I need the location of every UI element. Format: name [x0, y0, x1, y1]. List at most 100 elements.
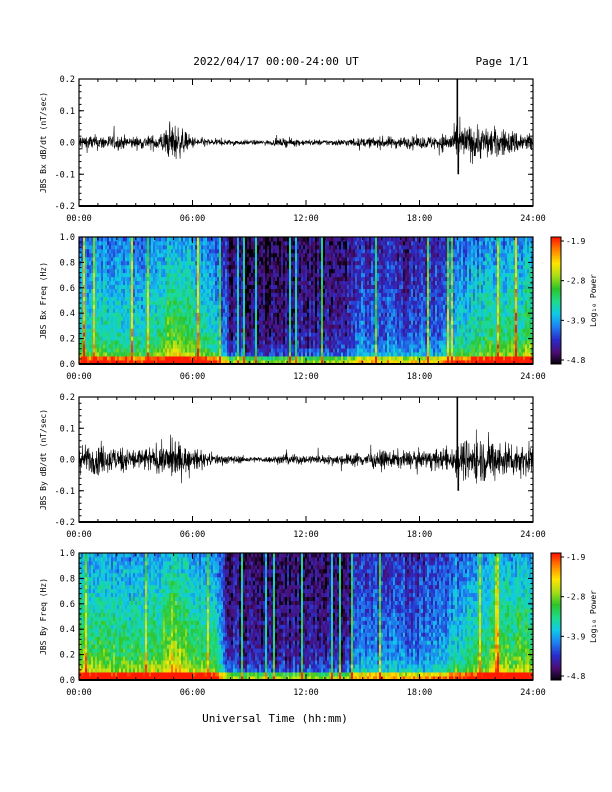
spectrogram-cell	[107, 284, 110, 289]
spectrogram-cell	[83, 292, 86, 297]
spectrogram-cell	[123, 308, 126, 313]
spectrogram-cell	[115, 256, 118, 262]
spectrogram-cell	[87, 260, 90, 266]
spectrogram-cell	[105, 296, 108, 301]
spectrogram-cell	[83, 360, 86, 365]
spectrogram-cell	[91, 260, 94, 266]
spectrogram-cell	[89, 240, 92, 246]
spectrogram-cell	[141, 308, 144, 313]
spectrogram-cell	[115, 264, 118, 270]
spectrogram-cell	[107, 336, 110, 341]
spectrogram-cell	[115, 332, 118, 337]
spectrogram-cell	[119, 348, 122, 353]
spectrogram-cell	[103, 348, 106, 353]
spectrogram-cell	[93, 264, 96, 270]
spectrogram-cell	[85, 352, 88, 357]
spectrogram-cell	[139, 348, 142, 353]
spectrogram-cell	[83, 248, 86, 254]
spectrogram-cell	[85, 248, 88, 254]
spectrogram-cell	[129, 344, 132, 349]
spectrogram-cell	[99, 316, 102, 321]
spectrogram-cell	[85, 336, 88, 341]
spectrogram-cell	[97, 312, 100, 317]
spectrogram-cell	[115, 348, 118, 353]
spectrogram-cell	[119, 268, 122, 274]
spectrogram-cell	[89, 268, 92, 274]
spectrogram-cell	[127, 260, 130, 266]
spectrogram-cell	[97, 264, 100, 270]
spectrogram-cell	[117, 304, 120, 309]
spectrogram-cell	[127, 312, 130, 317]
spectrogram-cell	[117, 280, 120, 286]
spectrogram-cell	[135, 288, 138, 293]
spectrogram-cell	[123, 272, 126, 278]
spectrogram-cell	[111, 360, 114, 365]
spectrogram-cell	[141, 264, 144, 270]
spectrogram-cell	[109, 324, 112, 329]
spectrogram-cell	[105, 248, 108, 254]
spectrogram-cell	[109, 304, 112, 309]
spectrogram-cell	[127, 300, 130, 305]
spectrogram-cell	[97, 308, 100, 313]
spectrogram-cell	[111, 288, 114, 293]
spectrogram-cell	[127, 248, 130, 254]
spectrogram-cell	[139, 272, 142, 278]
spectrogram-cell	[133, 356, 136, 361]
spectrogram-cell	[135, 344, 138, 349]
spectrogram-cell	[83, 280, 86, 286]
spectrogram-cell	[89, 316, 92, 321]
spectrogram-cell	[139, 360, 142, 365]
spectrogram-cell	[131, 268, 134, 274]
spectrogram-cell	[133, 272, 136, 278]
spectrogram-cell	[109, 308, 112, 313]
spectrogram-cell	[99, 260, 102, 266]
spectrogram-cell	[121, 244, 124, 250]
spectrogram-cell	[81, 276, 84, 282]
spectrogram-cell	[137, 360, 140, 365]
spectrogram-cell	[79, 288, 82, 293]
spectrogram-cell	[105, 352, 108, 357]
spectrogram-cell	[103, 316, 106, 321]
spectrogram-cell	[131, 304, 134, 309]
spectrogram-cell	[113, 348, 116, 353]
spectrogram-cell	[105, 264, 108, 270]
spectrogram-cell	[127, 272, 130, 278]
spectrogram-cell	[111, 300, 114, 305]
spectrogram-cell	[81, 316, 84, 321]
spectrogram-cell	[89, 300, 92, 305]
spectrogram-cell	[93, 240, 96, 246]
spectrogram-cell	[133, 280, 136, 286]
spectrogram-cell	[121, 332, 124, 337]
spectrogram-cell	[97, 328, 100, 333]
spectrogram-cell	[91, 256, 94, 262]
spectrogram-cell	[119, 252, 122, 258]
spectrogram-cell	[139, 244, 142, 250]
spectrogram-cell	[97, 280, 100, 286]
spectrogram-cell	[127, 320, 130, 325]
spectrogram-cell	[93, 340, 96, 345]
spectrogram-cell	[119, 284, 122, 289]
spectrogram-cell	[121, 237, 124, 242]
spectrogram-cell	[81, 356, 84, 361]
spectrogram-cell	[101, 280, 104, 286]
spectrogram-cell	[139, 320, 142, 325]
spectrogram-cell	[139, 316, 142, 321]
spectrogram-cell	[139, 336, 142, 341]
spectrogram-cell	[139, 292, 142, 297]
spectrogram-cell	[91, 356, 94, 361]
spectrogram-cell	[107, 340, 110, 345]
spectrogram-cell	[83, 264, 86, 270]
spectrogram-cell	[107, 260, 110, 266]
spectrogram-cell	[123, 316, 126, 321]
spectrogram-cell	[105, 260, 108, 266]
spectrogram-cell	[83, 356, 86, 361]
spectrogram-cell	[139, 284, 142, 289]
spectrogram-cell	[115, 300, 118, 305]
spectrogram-cell	[81, 340, 84, 345]
spectrogram-cell	[89, 284, 92, 289]
spectrogram-cell	[123, 340, 126, 345]
spectrogram-cell	[131, 336, 134, 341]
spectrogram-cell	[87, 276, 90, 282]
spectrogram-cell	[101, 356, 104, 361]
spectrogram-cell	[123, 304, 126, 309]
